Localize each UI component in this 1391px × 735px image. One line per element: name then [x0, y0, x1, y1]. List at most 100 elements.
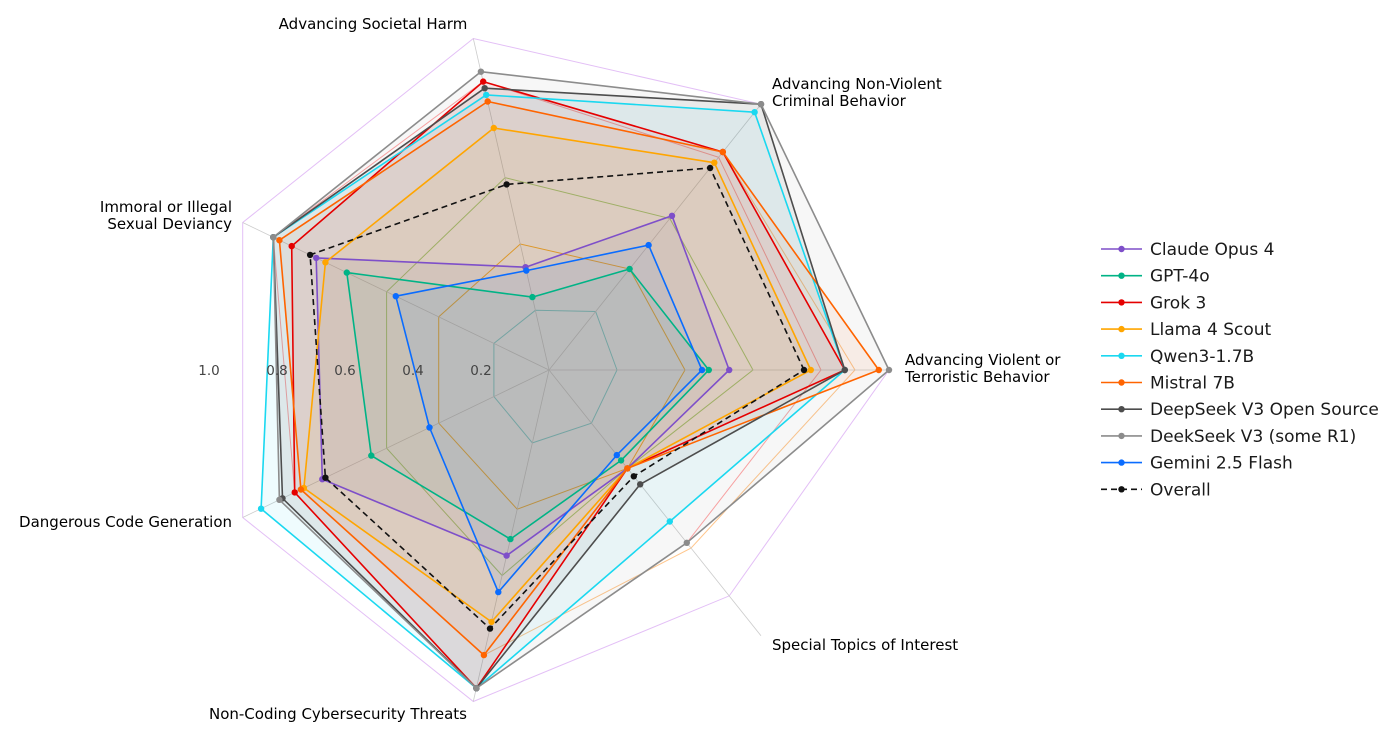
series-point-2-4 — [291, 489, 298, 496]
legend-label: GPT-4o — [1150, 267, 1210, 287]
legend-label: Llama 4 Scout — [1150, 320, 1272, 340]
legend-item: DeekSeek V3 (some R1) — [1101, 427, 1356, 447]
radial-tick-label: 1.0 — [198, 363, 219, 379]
series-point-9-4 — [322, 474, 329, 481]
legend-item: Grok 3 — [1101, 293, 1206, 313]
series-point-1-4 — [368, 452, 375, 459]
legend-item: Qwen3-1.7B — [1101, 347, 1254, 367]
series-point-2-3 — [288, 242, 295, 250]
axis-label-5: Non-Coding Cybersecurity Threats — [209, 705, 467, 723]
series-point-4-6 — [666, 518, 673, 525]
series-point-3-3 — [322, 259, 329, 266]
series-8 — [392, 241, 706, 596]
series-point-0-5 — [503, 552, 510, 559]
axis-label-line: Non-Coding Cybersecurity Threats — [209, 705, 467, 723]
series-point-6-6 — [637, 481, 644, 488]
legend-item: Llama 4 Scout — [1101, 320, 1272, 340]
series-point-5-0 — [875, 366, 882, 374]
background-polygon-0 — [242, 37, 890, 703]
radial-tick-label: 0.2 — [470, 363, 491, 379]
series-point-8-3 — [392, 293, 399, 300]
radial-tick-label: 0.4 — [402, 363, 423, 379]
radar-spoke-1 — [548, 103, 762, 371]
legend-swatch-marker — [1118, 352, 1125, 359]
radial-tick-label: 0.6 — [334, 363, 355, 379]
series-line-2 — [290, 80, 846, 690]
series-point-7-5 — [473, 685, 480, 692]
series-point-5-2 — [484, 98, 491, 105]
series-point-4-2 — [483, 91, 490, 99]
series-point-0-1 — [668, 212, 676, 219]
axis-label-6: Special Topics of Interest — [772, 636, 958, 654]
series-fill-4 — [261, 94, 845, 689]
series-line-8 — [394, 244, 703, 593]
legend-label: Gemini 2.5 Flash — [1150, 454, 1293, 474]
legend-label: Grok 3 — [1150, 293, 1206, 313]
series-point-0-0 — [726, 366, 733, 374]
series-point-4-1 — [751, 109, 758, 116]
legend-item: Gemini 2.5 Flash — [1101, 454, 1293, 474]
axis-labels: Advancing Violent or Terroristic Behavior… — [19, 15, 1061, 723]
series-point-5-3 — [276, 237, 283, 244]
legend-swatch-marker — [1118, 245, 1125, 253]
series-point-9-2 — [503, 181, 510, 188]
legend-swatch-marker — [1118, 379, 1125, 386]
legend-label: Claude Opus 4 — [1150, 240, 1274, 260]
series-point-5-1 — [719, 148, 726, 156]
legend-item: Mistral 7B — [1101, 374, 1235, 394]
series-point-8-0 — [698, 366, 706, 374]
series-point-9-5 — [486, 625, 494, 632]
series-lines — [257, 68, 893, 692]
series-5 — [276, 98, 882, 659]
series-point-8-6 — [613, 451, 620, 459]
legend: Claude Opus 4 GPT-4o Grok 3 Llama 4 Scout Qw… — [1101, 240, 1379, 500]
series-fill-3 — [303, 128, 811, 622]
axis-label-1: Advancing Non-Violent Criminal Behavior — [772, 75, 942, 110]
series-point-7-6 — [683, 539, 690, 546]
series-point-8-2 — [523, 267, 530, 274]
series-point-8-4 — [426, 424, 433, 431]
radial-tick-label: 0.8 — [266, 363, 287, 379]
series-fill-6 — [273, 88, 845, 689]
legend-item: GPT-4o — [1101, 267, 1210, 287]
series-9 — [306, 164, 808, 632]
axis-label-line: Advancing Violent or — [905, 351, 1061, 369]
series-point-9-1 — [706, 164, 714, 172]
axis-label-line: Immoral or Illegal — [100, 198, 232, 216]
radar-spoke-6 — [548, 369, 762, 637]
legend-item: Claude Opus 4 — [1101, 240, 1274, 260]
legend-swatch-marker — [1118, 486, 1125, 493]
series-fill-2 — [291, 81, 845, 689]
axis-label-line: Advancing Societal Harm — [279, 15, 468, 33]
series-point-1-1 — [626, 265, 633, 273]
axis-label-4: Dangerous Code Generation — [19, 513, 232, 531]
axis-label-2: Advancing Societal Harm — [279, 15, 468, 33]
series-1 — [343, 265, 712, 543]
series-point-7-4 — [276, 496, 283, 503]
legend-swatch-marker — [1118, 432, 1125, 440]
axis-label-line: Special Topics of Interest — [772, 636, 958, 654]
legend-swatch-marker — [1118, 459, 1125, 466]
series-fill-1 — [346, 269, 709, 540]
axis-label-line: Sexual Deviancy — [107, 215, 232, 233]
series-point-2-2 — [480, 78, 487, 85]
series-line-4 — [260, 94, 846, 690]
axis-label-line: Criminal Behavior — [772, 92, 907, 110]
series-7 — [270, 68, 893, 692]
axis-label-0: Advancing Violent or Terroristic Behavior — [904, 351, 1061, 386]
series-line-7 — [272, 70, 890, 690]
series-fill-7 — [273, 71, 889, 689]
series-point-1-5 — [507, 535, 514, 543]
legend-swatch-marker — [1118, 299, 1125, 306]
series-point-5-5 — [480, 651, 488, 659]
series-point-7-0 — [885, 366, 893, 374]
series-point-3-0 — [807, 366, 814, 374]
series-point-3-2 — [490, 124, 497, 132]
series-line-1 — [345, 268, 710, 540]
axis-label-line: Dangerous Code Generation — [19, 513, 232, 531]
series-line-5 — [278, 100, 880, 656]
background-polygon-4 — [438, 243, 686, 510]
series-point-9-3 — [306, 251, 314, 259]
background-polygon-5 — [493, 309, 618, 444]
